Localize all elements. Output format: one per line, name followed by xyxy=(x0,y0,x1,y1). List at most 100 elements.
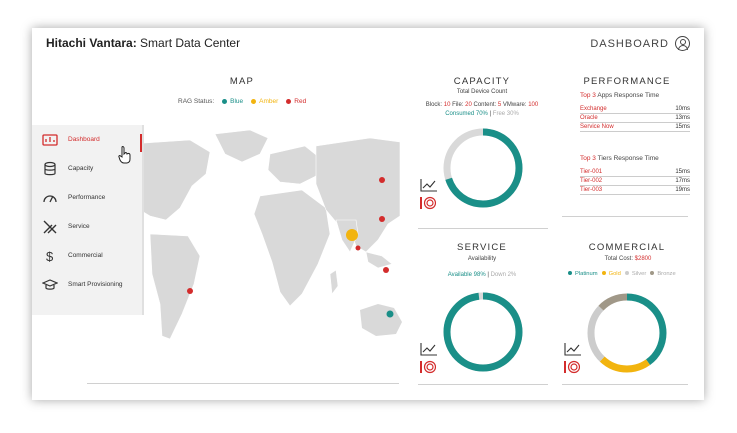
tier-row[interactable]: Tier-002 17ms xyxy=(580,177,690,186)
rag-legend: RAG Status: Blue Amber Red xyxy=(178,98,306,105)
map-point-red-south-asia[interactable] xyxy=(355,245,361,251)
file-label: File: xyxy=(452,102,464,108)
silver-label: Silver xyxy=(631,271,647,277)
alert-icon-service[interactable] xyxy=(420,360,436,374)
chart-icon-capacity[interactable] xyxy=(420,178,438,192)
map-divider xyxy=(87,383,399,384)
menu-label-service: Service xyxy=(68,223,90,230)
file-count: 20 xyxy=(465,102,472,108)
chart-icon-commercial[interactable] xyxy=(564,342,582,356)
south-america-shape xyxy=(149,233,201,340)
tier-row[interactable]: Tier-003 19ms xyxy=(580,186,690,195)
silver-dot xyxy=(624,271,629,276)
capacity-donut-consumed xyxy=(443,128,523,208)
database-icon xyxy=(44,161,56,175)
chart-icon-service[interactable] xyxy=(420,342,438,356)
dashboard-label[interactable]: DASHBOARD xyxy=(590,37,669,50)
app-value: 10ms xyxy=(675,106,690,112)
platinum-label: Platinum xyxy=(575,271,598,277)
app-row[interactable]: Exchange 10ms xyxy=(580,105,690,114)
europe-shape xyxy=(267,145,321,185)
consumed-label: Consumed 70% xyxy=(445,111,488,117)
tools-icon xyxy=(43,220,57,233)
map-point-red-brazil[interactable] xyxy=(187,288,193,294)
commercial-donut xyxy=(587,293,667,373)
capacity-usage: Consumed 70% | Free 30% xyxy=(445,111,519,117)
apps-heading-top: Top 3 xyxy=(580,92,596,99)
menu-item-smart-provisioning[interactable]: Smart Provisioning xyxy=(32,270,142,299)
rag-amber-label: Amber xyxy=(259,98,279,105)
service-donut-available xyxy=(443,292,523,372)
dashboard-nav[interactable]: DASHBOARD xyxy=(590,36,690,51)
capacity-donut xyxy=(443,128,523,208)
device-counts: Block: 10 File: 20 Content: 5 VMware: 10… xyxy=(417,102,547,108)
menu-label-smart-provisioning: Smart Provisioning xyxy=(68,281,123,288)
block-label: Block: xyxy=(425,102,443,108)
dashboard-window: Hitachi Vantara: Smart Data Center DASHB… xyxy=(32,28,704,400)
capacity-title: CAPACITY xyxy=(453,76,511,87)
world-map xyxy=(130,129,400,340)
gauge-icon xyxy=(43,194,57,202)
legend-silver: Silver xyxy=(624,271,647,277)
commercial-legend: Platinum Gold Silver Bronze xyxy=(568,271,676,277)
legend-gold: Gold xyxy=(601,271,621,277)
menu-item-service[interactable]: Service xyxy=(32,212,142,241)
app-row[interactable]: Service Now 15ms xyxy=(580,123,690,132)
africa-shape xyxy=(253,189,331,307)
performance-title: PERFORMANCE xyxy=(583,76,671,87)
dashboard-icon xyxy=(42,133,58,146)
alert-icon-capacity[interactable] xyxy=(420,196,436,210)
service-donut xyxy=(443,292,523,372)
legend-bronze: Bronze xyxy=(650,271,676,277)
tier-row[interactable]: Tier-001 15ms xyxy=(580,168,690,177)
australia-map xyxy=(360,304,402,336)
performance-divider xyxy=(562,216,688,217)
tier-name: Tier-002 xyxy=(580,178,603,184)
svg-text:$: $ xyxy=(46,249,54,264)
block-count: 10 xyxy=(443,102,451,108)
map-point-amber-india[interactable] xyxy=(346,229,358,241)
map-point-red-malaysia[interactable] xyxy=(383,267,389,273)
tier-name: Tier-003 xyxy=(580,187,603,193)
content-label: Content: xyxy=(473,102,497,108)
apps-response: Top 3 Apps Response Time Exchange 10ms Or… xyxy=(580,92,690,132)
menu-item-dashboard[interactable]: Dashboard xyxy=(32,125,142,154)
menu-item-capacity[interactable]: Capacity xyxy=(32,154,142,183)
user-icon[interactable] xyxy=(675,36,690,51)
app-name: Oracle xyxy=(580,115,598,121)
available-label: Available 98% xyxy=(447,272,486,278)
menu-item-commercial[interactable]: $ Commercial xyxy=(32,241,142,270)
map-point-blue-australia[interactable] xyxy=(386,310,394,318)
map-point-red-russia[interactable] xyxy=(379,177,385,183)
rag-red-dot xyxy=(286,98,292,104)
rag-label: RAG Status: xyxy=(178,98,215,105)
tiers-heading-rest: Tiers Response Time xyxy=(597,155,659,162)
tier-name: Tier-001 xyxy=(580,169,603,175)
alert-icon-commercial[interactable] xyxy=(564,360,580,374)
app-name: Exchange xyxy=(580,106,607,112)
menu-item-performance[interactable]: Performance xyxy=(32,183,142,212)
platinum-dot xyxy=(568,271,572,276)
menu-label-capacity: Capacity xyxy=(68,165,94,172)
rag-amber: Amber xyxy=(251,98,278,105)
content-count: 5 xyxy=(497,102,502,108)
total-cost: Total Cost: $2800 xyxy=(568,256,688,262)
tier-value: 15ms xyxy=(675,169,690,175)
vmware-count: 100 xyxy=(528,102,539,108)
total-cost-label: Total Cost: xyxy=(604,256,633,262)
tiers-response: Top 3 Tiers Response Time Tier-001 15ms T… xyxy=(580,155,690,195)
continents xyxy=(130,129,400,340)
menu-label-commercial: Commercial xyxy=(68,252,103,259)
tiers-heading-top: Top 3 xyxy=(580,155,596,162)
australia-shape xyxy=(360,304,402,336)
indonesia-shape xyxy=(365,251,393,269)
map-title: MAP xyxy=(229,76,255,87)
commercial-title: COMMERCIAL xyxy=(588,242,666,253)
app-value: 13ms xyxy=(675,115,690,121)
commercial-divider xyxy=(562,384,688,385)
brand-bold: Hitachi Vantara: xyxy=(46,36,137,50)
greenland-shape xyxy=(214,129,269,163)
app-row[interactable]: Oracle 13ms xyxy=(580,114,690,123)
commercial-segment-gold xyxy=(587,293,667,373)
map-point-red-china[interactable] xyxy=(379,216,385,222)
